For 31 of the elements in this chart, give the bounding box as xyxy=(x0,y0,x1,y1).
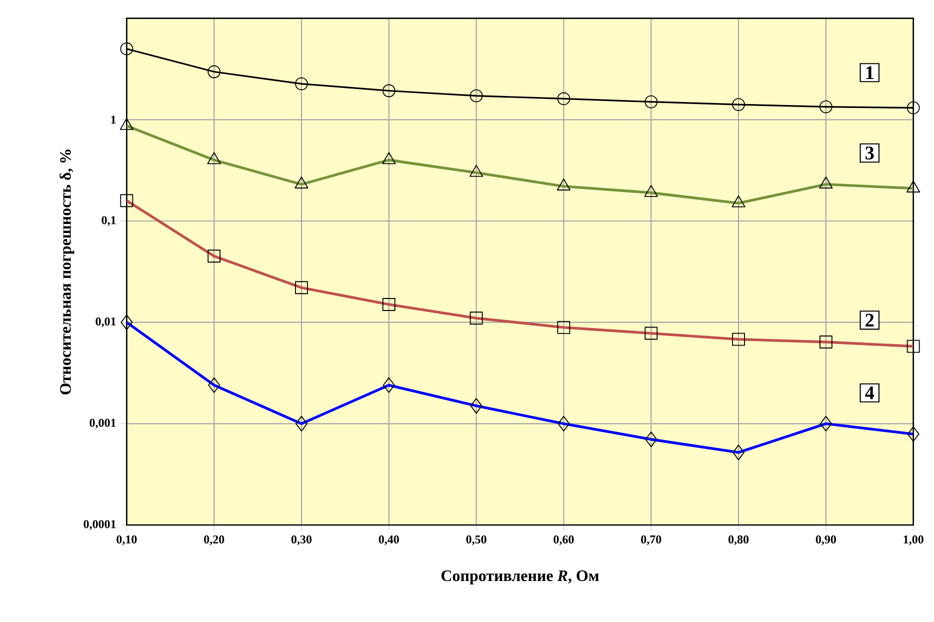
x-tick-label: 0,50 xyxy=(466,535,486,546)
y-tick-label: 0,01 xyxy=(96,317,116,328)
y-tick-label: 1 xyxy=(111,116,116,124)
point xyxy=(120,42,134,56)
point xyxy=(644,95,658,108)
point xyxy=(732,98,745,112)
x-tick-label: 0,30 xyxy=(291,535,312,546)
x-tick-label: 0,10 xyxy=(116,535,137,546)
y-tick-label: 0,0001 xyxy=(84,520,116,530)
point xyxy=(819,100,832,114)
x-tick-label: 0,90 xyxy=(816,535,836,546)
point xyxy=(382,84,396,98)
series-label: 4 xyxy=(865,386,874,400)
point xyxy=(906,101,920,114)
x-tick-label: 0,60 xyxy=(554,535,574,546)
x-tick-label: 0,40 xyxy=(378,535,399,546)
x-tick-label: 1,00 xyxy=(904,535,924,546)
x-tick-label: 0,20 xyxy=(204,535,224,546)
x-tick-label: 0,70 xyxy=(641,535,662,546)
series-label: 3 xyxy=(866,146,874,160)
point xyxy=(557,92,570,106)
x-axis-title: Сопротивление R, Ом xyxy=(441,570,599,584)
y-axis-title: Относительная погрешность δ, % xyxy=(60,150,74,394)
y-tick-label: 0,001 xyxy=(90,418,116,429)
series-label: 2 xyxy=(866,314,874,326)
y-tick-label: 0,1 xyxy=(102,216,116,226)
series-label: 1 xyxy=(866,66,874,79)
point xyxy=(470,89,483,102)
point xyxy=(295,77,308,90)
point xyxy=(208,65,221,78)
x-tick-label: 0,80 xyxy=(728,535,749,546)
